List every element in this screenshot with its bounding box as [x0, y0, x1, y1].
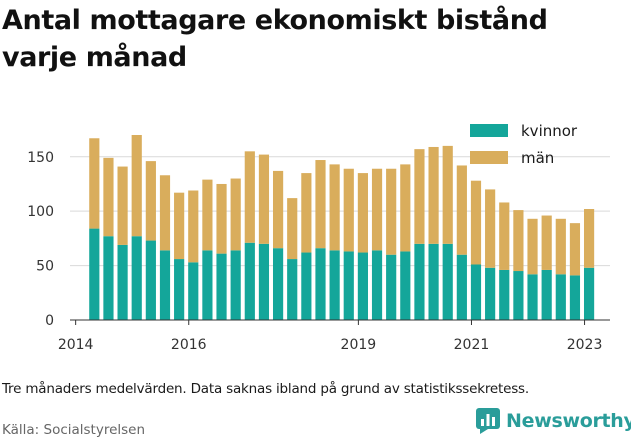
y-tick-label: 100 — [27, 204, 54, 220]
bar-kvinnor — [371, 250, 383, 320]
bar-man — [386, 168, 397, 255]
bar-kvinnor — [386, 254, 397, 320]
legend-label: kvinnor — [521, 122, 578, 140]
y-tick-label: 0 — [45, 313, 54, 329]
x-tick-label: 2023 — [567, 337, 603, 353]
legend: kvinnor män — [470, 122, 578, 167]
bar-kvinnor — [583, 267, 595, 320]
bar-kvinnor — [89, 228, 100, 320]
bar-kvinnor — [103, 236, 114, 320]
bar-man — [343, 168, 354, 252]
x-tick-label: 2016 — [171, 337, 207, 353]
bar-man — [470, 180, 482, 265]
bar-kvinnor — [272, 248, 284, 320]
bar-kvinnor — [301, 252, 312, 320]
chart-title: Antal mottagare ekonomiskt bistånd varje… — [2, 5, 548, 73]
bar-man — [117, 166, 128, 245]
bar-kvinnor — [174, 259, 185, 320]
y-axis: 0 50 100 150 — [27, 150, 54, 329]
bar-man — [541, 215, 552, 270]
bar-kvinnor — [287, 259, 298, 320]
bar-man — [272, 170, 284, 249]
bar-man — [583, 209, 595, 268]
bar-man — [188, 190, 199, 263]
bar-man — [258, 154, 270, 244]
bar-kvinnor — [499, 269, 510, 320]
bar-kvinnor — [343, 251, 354, 320]
bar-kvinnor — [230, 250, 241, 320]
x-tick-label: 2019 — [341, 337, 377, 353]
bar-kvinnor — [258, 243, 270, 320]
bar-man — [428, 146, 439, 244]
bar-kvinnor — [117, 244, 128, 320]
bar-man — [89, 138, 100, 229]
bar-kvinnor — [202, 250, 213, 320]
bar-man — [555, 218, 566, 275]
y-tick-label: 150 — [27, 150, 54, 166]
bars — [89, 135, 595, 320]
bar-man — [216, 183, 227, 254]
brand-logo[interactable]: Newsworthy — [476, 406, 631, 436]
bar-man — [329, 164, 340, 251]
legend-label: män — [521, 149, 554, 167]
bar-kvinnor — [414, 243, 425, 320]
bar-kvinnor — [145, 240, 156, 320]
bar-man — [456, 165, 467, 255]
bar-kvinnor — [188, 262, 199, 320]
legend-swatch — [470, 124, 508, 137]
bar-kvinnor — [315, 248, 326, 320]
bar-man — [244, 151, 255, 243]
x-axis: 2014 2016 2019 2021 2023 — [58, 319, 610, 353]
bar-man — [103, 157, 114, 237]
bar-man — [527, 218, 538, 275]
bar-man — [442, 145, 453, 244]
bar-man — [315, 160, 326, 249]
bar-man — [400, 164, 411, 252]
bar-kvinnor — [442, 243, 453, 320]
bar-chart-logo-icon — [476, 408, 500, 434]
chart-note: Tre månaders medelvärden. Data saknas ib… — [2, 381, 529, 397]
bar-man — [301, 173, 312, 253]
stacked-bar-chart: 0 50 100 150 2014 2016 2019 2021 2023 kvinnor mä… — [27, 122, 610, 353]
bar-kvinnor — [357, 252, 368, 320]
bar-kvinnor — [485, 267, 496, 320]
bar-kvinnor — [216, 253, 227, 320]
source-credit: Källa: Socialstyrelsen — [2, 422, 146, 438]
bar-man — [145, 161, 156, 241]
bar-kvinnor — [329, 250, 340, 320]
x-tick-label: 2014 — [58, 337, 94, 353]
bar-man — [513, 210, 524, 272]
x-tick-label: 2021 — [454, 337, 490, 353]
bar-kvinnor — [456, 254, 467, 320]
bar-kvinnor — [555, 274, 566, 320]
bar-man — [159, 175, 171, 251]
bar-man — [230, 178, 241, 251]
bar-kvinnor — [159, 250, 171, 320]
bar-man — [371, 168, 383, 251]
bar-kvinnor — [470, 264, 482, 320]
bar-man — [174, 192, 185, 260]
bar-man — [414, 149, 425, 244]
bar-kvinnor — [569, 275, 581, 320]
bar-kvinnor — [131, 236, 142, 320]
bar-man — [131, 135, 142, 237]
bar-man — [357, 173, 368, 253]
brand-name: Newsworthy — [506, 410, 631, 432]
bar-man — [485, 189, 496, 268]
bar-kvinnor — [527, 274, 538, 320]
bar-kvinnor — [428, 243, 439, 320]
bar-man — [287, 198, 298, 260]
bar-kvinnor — [244, 242, 255, 320]
bar-man — [202, 179, 213, 251]
legend-swatch — [470, 151, 508, 164]
bar-man — [499, 202, 510, 270]
y-tick-label: 50 — [36, 259, 54, 275]
bar-kvinnor — [400, 251, 411, 320]
bar-man — [569, 223, 581, 276]
bar-kvinnor — [513, 271, 524, 320]
bar-kvinnor — [541, 269, 552, 320]
